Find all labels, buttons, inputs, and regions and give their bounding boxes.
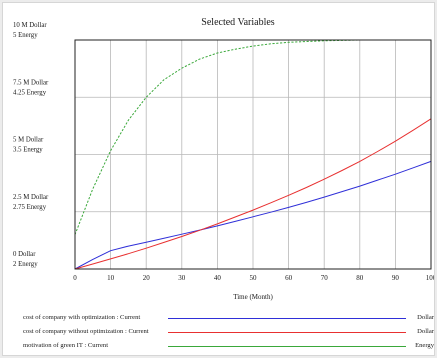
- legend: cost of company with optimization : Curr…: [23, 312, 434, 354]
- x-tick-label: 50: [250, 274, 258, 282]
- y-tick-label-dollar: 7.5 M Dollar: [13, 79, 49, 86]
- x-tick-label: 0: [73, 274, 77, 282]
- legend-item-motivation-green-it: motivation of green IT : Current Energy: [23, 340, 434, 354]
- x-axis-label: Time (Month): [233, 293, 273, 301]
- y-tick-label-energy: 5 Energy: [13, 32, 38, 39]
- legend-series-name: motivation of green IT : Current: [23, 342, 109, 349]
- legend-item-cost-with-optimization: cost of company with optimization : Curr…: [23, 312, 434, 326]
- grid-lines: [75, 40, 431, 269]
- y-tick-label-energy: 4.25 Energy: [13, 89, 47, 96]
- legend-series-unit: Dollar: [417, 314, 434, 321]
- x-tick-label: 70: [321, 274, 329, 282]
- x-tick-label: 40: [214, 274, 222, 282]
- plot-area-border: [74, 39, 432, 270]
- y-tick-label-energy: 2 Energy: [13, 261, 38, 268]
- legend-swatch-green: [168, 346, 406, 347]
- legend-swatch-red: [168, 332, 406, 333]
- x-tick-label: 60: [285, 274, 293, 282]
- axis-ticks: 0 10 20 30 40 50 60 70 80 90 100 0 Dollar 2 Energy 2.…: [13, 22, 434, 282]
- y-tick-label-energy: 3.5 Energy: [13, 147, 43, 154]
- legend-swatch-blue: [168, 318, 406, 319]
- y-tick-label-dollar: 2.5 M Dollar: [13, 194, 49, 201]
- legend-item-cost-without-optimization: cost of company without optimization : C…: [23, 326, 434, 340]
- x-tick-label: 90: [392, 274, 400, 282]
- line-chart: Selected Variables 0 10 20 30 40 50 60 70 80 90 10…: [13, 17, 434, 301]
- y-tick-label-dollar: 10 M Dollar: [13, 22, 47, 29]
- x-tick-label: 80: [356, 274, 364, 282]
- y-tick-label-energy: 2.75 Energy: [13, 204, 47, 211]
- legend-series-name: cost of company with optimization : Curr…: [23, 314, 141, 321]
- chart-window: Selected Variables 0 10 20 30 40 50 60 70 80 90 10…: [2, 2, 435, 356]
- chart-title: Selected Variables: [201, 17, 275, 28]
- x-tick-label: 30: [178, 274, 186, 282]
- y-tick-label-dollar: 0 Dollar: [13, 251, 36, 258]
- x-tick-label: 10: [107, 274, 115, 282]
- legend-series-unit: Dollar: [417, 328, 434, 335]
- x-tick-label: 100: [426, 274, 434, 282]
- series-line-cost-with-optimization: [74, 160, 432, 270]
- legend-series-name: cost of company without optimization : C…: [23, 328, 149, 335]
- y-tick-label-dollar: 5 M Dollar: [13, 137, 44, 144]
- series-line-cost-without-optimization: [74, 118, 432, 270]
- legend-series-unit: Energy: [415, 342, 434, 349]
- x-tick-label: 20: [143, 274, 151, 282]
